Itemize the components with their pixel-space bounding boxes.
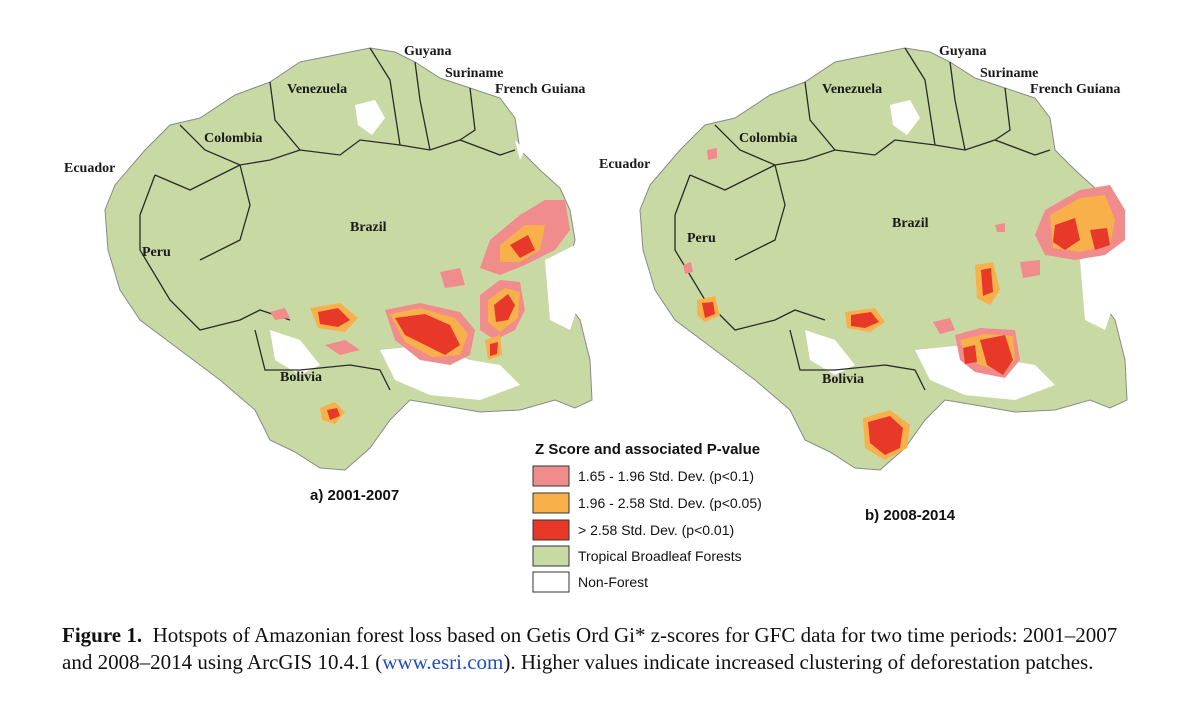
label-venezuela: Venezuela	[822, 82, 882, 97]
legend-swatch-99	[532, 519, 570, 541]
legend-label-95: 1.96 - 2.58 Std. Dev. (p<0.05)	[578, 495, 762, 511]
forest-area	[639, 47, 1128, 471]
label-ecuador: Ecuador	[64, 161, 115, 176]
country-borders	[139, 47, 516, 391]
panel-title-b: b) 2008-2014	[865, 507, 956, 524]
label-brazil: Brazil	[892, 216, 929, 231]
legend-swatch-nonforest	[532, 571, 570, 593]
label-suriname: Suriname	[445, 66, 503, 81]
caption-label: Figure 1.	[62, 623, 143, 647]
caption-link[interactable]: www.esri.com	[382, 650, 504, 674]
label-bolivia: Bolivia	[280, 370, 322, 385]
hotspots-a	[270, 200, 570, 424]
label-peru: Peru	[142, 245, 171, 260]
legend-swatch-95	[532, 492, 570, 514]
label-colombia: Colombia	[739, 131, 797, 146]
label-french-guiana: French Guiana	[1030, 82, 1120, 97]
map-panel-a: Guyana Suriname French Guiana Venezuela …	[64, 44, 593, 504]
label-guyana: Guyana	[404, 44, 451, 59]
country-borders	[674, 47, 1051, 391]
legend-swatch-90	[532, 465, 570, 487]
legend: Z Score and associated P-value 1.65 - 1.…	[532, 441, 762, 593]
hotspots-b	[683, 148, 1125, 460]
legend-label-nonforest: Non-Forest	[578, 574, 648, 590]
label-ecuador: Ecuador	[599, 157, 650, 172]
label-venezuela: Venezuela	[287, 82, 347, 97]
legend-label-90: 1.65 - 1.96 Std. Dev. (p<0.1)	[578, 468, 754, 484]
label-brazil: Brazil	[350, 220, 387, 235]
legend-label-forest: Tropical Broadleaf Forests	[578, 548, 742, 564]
caption-text-after: ). Higher values indicate increased clus…	[503, 650, 1094, 674]
label-bolivia: Bolivia	[822, 372, 864, 387]
map-panel-b: Guyana Suriname French Guiana Venezuela …	[599, 44, 1128, 524]
non-forest-patches	[270, 100, 580, 400]
legend-swatch-forest	[532, 545, 570, 567]
label-guyana: Guyana	[939, 44, 986, 59]
label-colombia: Colombia	[204, 131, 262, 146]
label-peru: Peru	[687, 231, 716, 246]
panel-title-a: a) 2001-2007	[310, 487, 399, 504]
label-suriname: Suriname	[980, 66, 1038, 81]
label-french-guiana: French Guiana	[495, 82, 585, 97]
figure-caption: Figure 1. Hotspots of Amazonian forest l…	[62, 622, 1152, 676]
caption-text-before: Hotspots of Amazonian forest loss based …	[62, 623, 1118, 674]
legend-title: Z Score and associated P-value	[535, 441, 760, 458]
legend-label-99: > 2.58 Std. Dev. (p<0.01)	[578, 522, 734, 538]
